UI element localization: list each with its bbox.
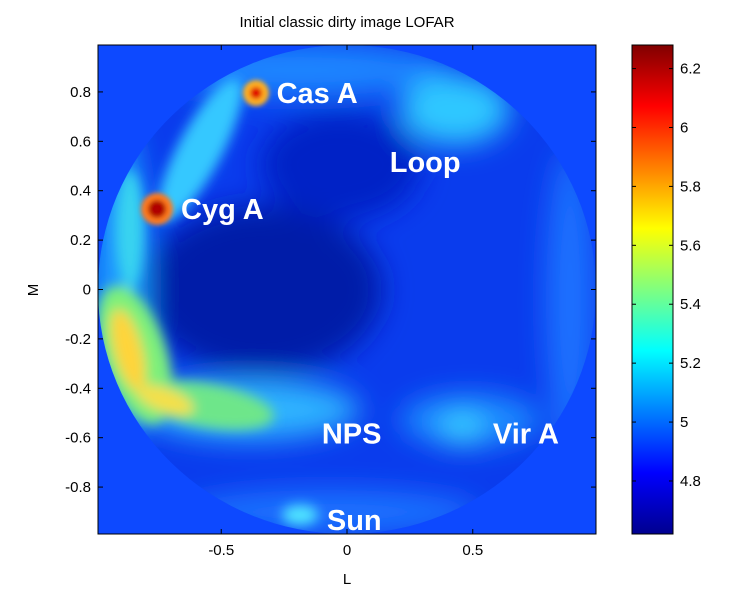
y-tick-label: -0.4 — [65, 380, 91, 397]
x-tick-label: -0.5 — [208, 542, 234, 559]
y-tick-label: 0.2 — [70, 232, 91, 249]
y-tick-label: -0.2 — [65, 331, 91, 348]
galactic-plane-core — [110, 309, 146, 391]
cas-a-source — [250, 87, 262, 99]
colorbar-gradient — [631, 44, 674, 535]
colorbar-tick-label: 5.8 — [680, 178, 701, 195]
colorbar-tick-label: 4.8 — [680, 473, 701, 490]
colorbar-ticks: 6.2 6 5.8 5.6 5.4 5.2 5 4.8 — [632, 61, 701, 490]
y-axis-label: M — [25, 284, 42, 297]
dark-upper-blob — [260, 110, 420, 220]
point-sources — [141, 80, 269, 225]
y-tick-label: 0.4 — [70, 183, 91, 200]
x-axis: -0.5 0 0.5 — [208, 45, 483, 559]
dark-center-blob — [142, 205, 382, 375]
cas-arc — [157, 78, 243, 222]
x-tick-label: 0 — [343, 542, 351, 559]
annotation-label: Cyg A — [181, 194, 264, 226]
annotation-label: Cas A — [277, 78, 358, 110]
colorbar-tick-label: 6.2 — [680, 61, 701, 78]
upper-left-arc — [116, 170, 144, 290]
y-tick-label: -0.8 — [65, 479, 91, 496]
colorbar: 6.2 6 5.8 5.6 5.4 5.2 5 4.8 — [631, 44, 701, 535]
annotation-label: Sun — [327, 505, 382, 537]
y-tick-label: -0.6 — [65, 430, 91, 447]
colorbar-tick-label: 5 — [680, 414, 688, 431]
y-tick-label: 0.8 — [70, 84, 91, 101]
annotation-label: NPS — [322, 419, 382, 451]
chart-title: Initial classic dirty image LOFAR — [239, 14, 454, 31]
loop-ridge — [400, 75, 510, 145]
colorbar-tick-label: 5.4 — [680, 296, 701, 313]
cyg-a-source — [148, 200, 166, 218]
annotation-label: Vir A — [493, 419, 559, 451]
sky-disk — [98, 45, 596, 534]
colorbar-tick-label: 6 — [680, 119, 688, 136]
source-annotations: Cas A Loop Cyg A NPS Vir A Sun — [181, 78, 559, 537]
colorbar-tick-label: 5.6 — [680, 237, 701, 254]
y-axis: 0.8 0.6 0.4 0.2 0 -0.2 -0.4 -0.6 -0.8 — [65, 84, 596, 496]
x-axis-label: L — [343, 571, 351, 588]
plot-area: Cas A Loop Cyg A NPS Vir A Sun — [98, 45, 596, 537]
y-tick-label: 0 — [83, 282, 91, 299]
galactic-plane-tail — [136, 384, 194, 416]
y-tick-label: 0.6 — [70, 133, 91, 150]
colorbar-tick-label: 5.2 — [680, 355, 701, 372]
sun-glow — [282, 505, 318, 525]
annotation-label: Loop — [390, 147, 461, 179]
x-tick-label: 0.5 — [462, 542, 483, 559]
vir-glow — [440, 412, 484, 444]
